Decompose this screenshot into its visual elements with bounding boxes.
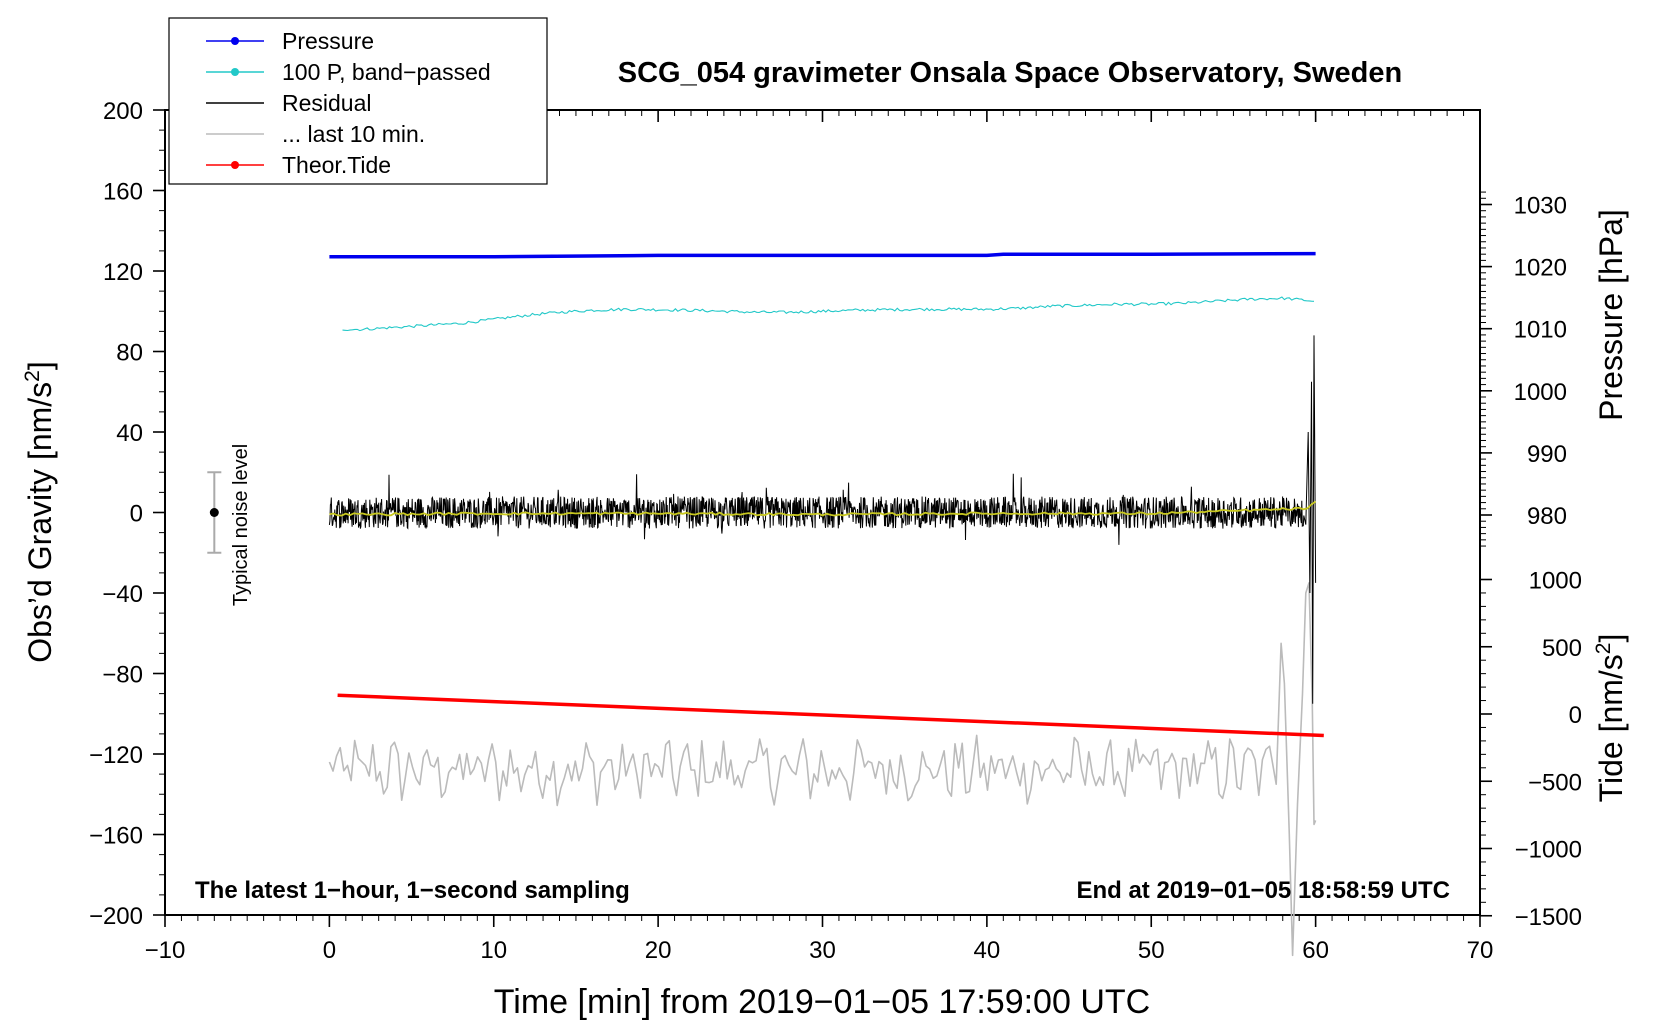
legend-box [168, 17, 548, 185]
y-tick-label: −160 [89, 823, 143, 850]
tide-axis-label-main: Tide [nm/s [1593, 654, 1629, 802]
y-tick-label: 200 [103, 98, 143, 125]
pressure-tick-label: 1000 [1514, 379, 1567, 406]
pressure-tick-label: 980 [1527, 503, 1567, 530]
legend-label: Theor.Tide [282, 152, 391, 178]
annotation-noise: Typical noise level [230, 444, 252, 606]
tide-tick-label: −500 [1528, 769, 1582, 796]
tide-tick-label: −1000 [1515, 837, 1582, 864]
legend-marker [231, 68, 239, 76]
noise-bar [207, 471, 222, 554]
y-tick-label: −40 [102, 581, 143, 608]
y-axis-label-sup: 2 [21, 370, 44, 382]
data-layer [328, 251, 1324, 957]
x-tick-label: 20 [645, 937, 672, 964]
annotation-end-time: End at 2019−01−05 18:58:59 UTC [1076, 877, 1450, 904]
y-axis-label-main: Obs’d Gravity [nm/s [22, 382, 58, 663]
y-axis-label: Obs’d Gravity [nm/s2] [21, 361, 58, 663]
y-axis-gravity: −200 −160 −120 −80 −40 0 40 80 120 160 200 [89, 98, 165, 930]
legend-marker [231, 37, 239, 45]
series-last-10-min [328, 582, 1317, 957]
x-tick-label: 40 [974, 937, 1001, 964]
x-axis-label: Time [min] from 2019−01−05 17:59:00 UTC [494, 983, 1150, 1020]
legend-label: Residual [282, 90, 372, 116]
tide-axis-label-sup: 2 [1592, 643, 1615, 655]
pressure-tick-label: 1020 [1514, 255, 1567, 282]
y-tick-label: 80 [116, 340, 143, 367]
pressure-tick-label: 1010 [1514, 317, 1567, 344]
tide-tick-label: 1000 [1529, 568, 1582, 595]
series-100p-band-passed [342, 296, 1315, 332]
y-axis-label-close: ] [22, 361, 58, 370]
x-tick-label: 60 [1302, 937, 1329, 964]
x-tick-label: 10 [480, 937, 507, 964]
x-tick-label: 70 [1467, 937, 1494, 964]
annotation-sampling: The latest 1−hour, 1−second sampling [195, 877, 630, 904]
tide-axis-label: Tide [nm/s2] [1592, 634, 1629, 803]
series-residual-smoothed [329, 500, 1317, 517]
y-tick-label: 0 [130, 501, 143, 528]
x-tick-label: 50 [1138, 937, 1165, 964]
chart-title: SCG_054 gravimeter Onsala Space Observat… [618, 57, 1402, 89]
y-tick-label: −120 [89, 742, 143, 769]
pressure-axis-label: Pressure [hPa] [1593, 209, 1629, 421]
x-tick-label: −10 [145, 937, 186, 964]
legend: Pressure 100 P, band−passed Residual ... la… [168, 17, 548, 185]
x-axis: −10 0 10 20 30 40 50 60 70 [145, 110, 1494, 964]
pressure-tick-label: 990 [1527, 441, 1567, 468]
legend-label: Pressure [282, 28, 374, 54]
x-tick-label: 0 [323, 937, 336, 964]
tide-tick-label: 500 [1542, 635, 1582, 662]
y-axis-tide: −1500 −1000 −500 0 500 1000 [1480, 568, 1582, 931]
y-tick-label: 120 [103, 259, 143, 286]
y-axis-pressure: 980 990 1000 1010 1020 1030 [1480, 191, 1567, 547]
y-tick-label: 40 [116, 420, 143, 447]
tide-tick-label: −1500 [1515, 904, 1582, 931]
x-tick-label: 30 [809, 937, 836, 964]
y-tick-label: −200 [89, 903, 143, 930]
tide-tick-label: 0 [1569, 702, 1582, 729]
legend-label: 100 P, band−passed [282, 59, 491, 85]
y-tick-label: 160 [103, 179, 143, 206]
legend-marker [231, 161, 239, 169]
series-pressure [329, 251, 1316, 259]
tide-axis-label-close: ] [1593, 634, 1629, 643]
pressure-tick-label: 1030 [1514, 193, 1567, 220]
series-residual [328, 335, 1317, 704]
series-theor-tide [337, 693, 1324, 738]
y-tick-label: −80 [102, 662, 143, 689]
noise-bar-center [209, 508, 219, 517]
legend-label: ... last 10 min. [282, 121, 425, 147]
